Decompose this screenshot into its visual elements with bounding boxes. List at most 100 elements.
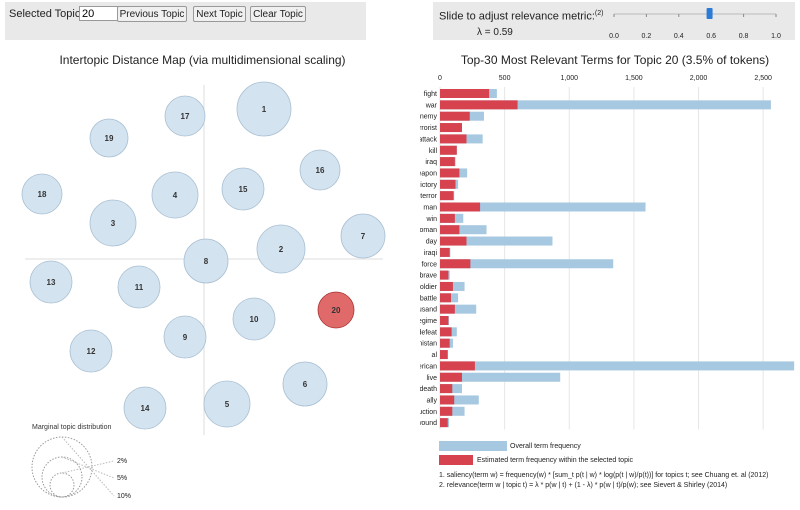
term-label-brave[interactable]: brave: [420, 273, 437, 280]
bar-topic-destruction[interactable]: [440, 406, 453, 416]
bar-topic-thousand[interactable]: [440, 304, 455, 314]
bar-topic-american[interactable]: [440, 361, 475, 371]
topic-circle-9[interactable]: [163, 315, 207, 359]
bar-overall-day[interactable]: [440, 236, 553, 246]
topic-label-13[interactable]: 13: [47, 278, 56, 287]
topic-circle-5[interactable]: [203, 380, 251, 428]
bar-topic-defeat[interactable]: [440, 327, 452, 337]
selected-topic-input[interactable]: [79, 6, 121, 21]
bar-topic-live[interactable]: [440, 372, 462, 382]
bar-topic-iraq[interactable]: [440, 157, 455, 167]
topic-label-14[interactable]: 14: [141, 404, 150, 413]
bar-topic-ally[interactable]: [440, 395, 455, 405]
bar-topic-terror[interactable]: [440, 191, 454, 201]
topic-label-8[interactable]: 8: [204, 257, 209, 266]
bar-topic-brave[interactable]: [440, 270, 449, 280]
topic-label-17[interactable]: 17: [181, 112, 190, 121]
bar-overall-destruction[interactable]: [440, 406, 465, 416]
term-label-defeat[interactable]: defeat: [420, 329, 437, 336]
bar-topic-soldier[interactable]: [440, 281, 453, 291]
topic-label-3[interactable]: 3: [111, 219, 116, 228]
term-label-terror[interactable]: terror: [420, 193, 437, 200]
term-label-iraqi[interactable]: iraqi: [424, 250, 438, 257]
topic-label-12[interactable]: 12: [87, 347, 96, 356]
bar-topic-al[interactable]: [440, 350, 448, 360]
topic-circle-8[interactable]: [183, 238, 229, 284]
topic-label-18[interactable]: 18: [38, 190, 47, 199]
term-label-kill[interactable]: kill: [429, 148, 438, 155]
relevance-slider[interactable]: 0.0 0.2 0.4 0.6 0.8 1.0: [433, 2, 795, 40]
term-label-regime[interactable]: regime: [420, 318, 437, 325]
term-label-afghanistan[interactable]: afghanistan: [420, 341, 437, 348]
topic-circle-10[interactable]: [232, 297, 276, 341]
term-label-woman[interactable]: woman: [420, 227, 437, 234]
topic-label-20[interactable]: 20: [332, 306, 341, 315]
slider-handle[interactable]: [706, 8, 713, 19]
topic-circle-20[interactable]: [317, 291, 355, 329]
term-label-destruction[interactable]: destruction: [420, 409, 437, 416]
bar-topic-weapon[interactable]: [440, 168, 460, 178]
term-label-fight[interactable]: fight: [424, 91, 437, 98]
term-label-terrorist[interactable]: terrorist: [420, 125, 437, 132]
bar-topic-wound[interactable]: [440, 418, 448, 428]
topic-circle-19[interactable]: [89, 118, 129, 158]
term-label-soldier[interactable]: soldier: [420, 284, 438, 291]
topic-label-5[interactable]: 5: [225, 400, 230, 409]
topic-circle-18[interactable]: [21, 173, 63, 215]
bar-topic-fight[interactable]: [440, 89, 490, 98]
bar-topic-enemy[interactable]: [440, 111, 470, 121]
bar-topic-man[interactable]: [440, 202, 481, 212]
previous-topic-button[interactable]: Previous Topic: [117, 6, 187, 22]
topic-label-6[interactable]: 6: [303, 380, 308, 389]
bar-overall-war[interactable]: [440, 100, 771, 110]
topic-circle-16[interactable]: [299, 149, 341, 191]
topic-label-11[interactable]: 11: [135, 283, 144, 292]
term-label-american[interactable]: american: [420, 363, 437, 370]
topic-circle-15[interactable]: [221, 167, 265, 211]
term-label-iraq[interactable]: iraq: [425, 159, 437, 166]
term-label-wound[interactable]: wound: [420, 420, 437, 427]
topic-circle-2[interactable]: [256, 224, 306, 274]
bar-topic-attack[interactable]: [440, 134, 467, 144]
bar-overall-woman[interactable]: [440, 225, 487, 235]
topic-label-16[interactable]: 16: [316, 166, 325, 175]
bar-overall-live[interactable]: [440, 372, 561, 382]
topic-label-2[interactable]: 2: [279, 245, 284, 254]
bar-overall-ally[interactable]: [440, 395, 479, 405]
term-label-win[interactable]: win: [425, 216, 437, 223]
term-label-victory[interactable]: victory: [420, 182, 437, 189]
topic-label-1[interactable]: 1: [262, 105, 267, 114]
bar-topic-force[interactable]: [440, 259, 471, 269]
topic-circle-12[interactable]: [69, 329, 113, 373]
topic-label-9[interactable]: 9: [183, 333, 188, 342]
topic-circle-13[interactable]: [29, 260, 73, 304]
topic-circle-4[interactable]: [151, 171, 199, 219]
topic-circle-3[interactable]: [89, 199, 137, 247]
term-label-death[interactable]: death: [420, 386, 437, 393]
topic-circle-14[interactable]: [123, 386, 167, 430]
topic-label-4[interactable]: 4: [173, 191, 178, 200]
term-label-man[interactable]: man: [423, 205, 437, 212]
term-label-attack[interactable]: attack: [420, 136, 437, 143]
term-label-al[interactable]: al: [432, 352, 438, 359]
topic-circle-11[interactable]: [117, 265, 161, 309]
term-label-live[interactable]: live: [426, 375, 437, 382]
bar-topic-kill[interactable]: [440, 145, 457, 155]
next-topic-button[interactable]: Next Topic: [193, 6, 246, 22]
bar-topic-win[interactable]: [440, 213, 455, 223]
bar-overall-man[interactable]: [440, 202, 646, 212]
bar-topic-iraqi[interactable]: [440, 247, 450, 257]
term-label-day[interactable]: day: [426, 239, 438, 246]
term-label-ally[interactable]: ally: [426, 397, 437, 404]
bar-overall-american[interactable]: [440, 361, 795, 371]
bar-topic-day[interactable]: [440, 236, 467, 246]
bar-topic-woman[interactable]: [440, 225, 460, 235]
bar-overall-thousand[interactable]: [440, 304, 477, 314]
bar-overall-force[interactable]: [440, 259, 614, 269]
topic-label-10[interactable]: 10: [250, 315, 259, 324]
term-label-thousand[interactable]: thousand: [420, 307, 437, 314]
topic-circle-17[interactable]: [164, 95, 206, 137]
term-label-force[interactable]: force: [421, 261, 437, 268]
topic-label-7[interactable]: 7: [361, 232, 366, 241]
topic-circle-6[interactable]: [282, 361, 328, 407]
